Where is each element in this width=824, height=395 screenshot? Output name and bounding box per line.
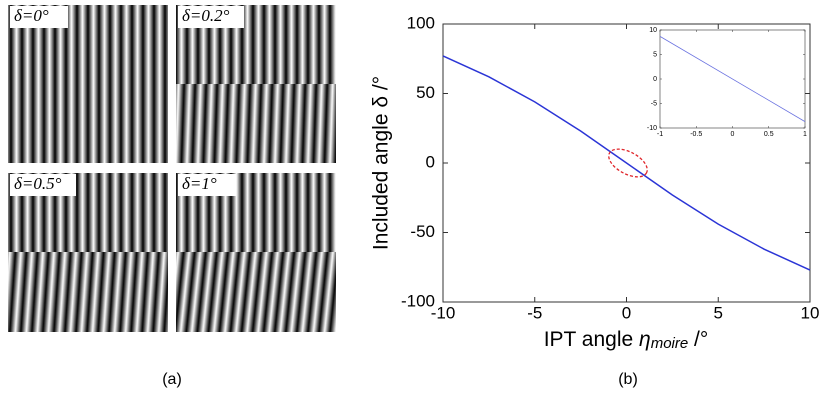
y-tick-label: 50: [416, 83, 435, 102]
y-tick-label: 5: [653, 51, 657, 58]
caption: (a): [162, 371, 182, 388]
caption: (b): [618, 371, 638, 388]
y-tick-label: 10: [649, 27, 657, 34]
x-tick-label: -5: [527, 303, 542, 322]
x-label-unit: /°: [688, 328, 708, 351]
y-axis-label: Included angle δ /°: [370, 76, 393, 250]
x-tick-label: 0: [731, 131, 735, 138]
fringe-image: [176, 84, 336, 163]
fringe-image: [176, 252, 336, 332]
y-tick-label: -50: [410, 222, 435, 241]
x-axis-label: IPT angle ηmoire /°: [544, 328, 709, 352]
x-tick-label: -1: [657, 131, 663, 138]
fringe-label: δ=0.5°: [14, 174, 62, 193]
x-tick-label: 0: [622, 303, 631, 322]
fringe-images: δ=0° δ=0.2° δ=0.5° δ=1°: [8, 5, 336, 332]
figure: δ=0° δ=0.2° δ=0.5° δ=1° (a) (b) Included…: [0, 0, 824, 395]
y-tick-label: -5: [651, 100, 657, 107]
y-tick-label: 0: [426, 152, 435, 171]
x-tick-label: 5: [714, 303, 723, 322]
y-tick-label: -100: [401, 291, 435, 310]
x-label-text: IPT angle: [544, 328, 639, 351]
y-tick-label: 100: [407, 13, 435, 32]
fringe-label: δ=0.2°: [182, 6, 230, 25]
fringe-image: [8, 252, 168, 332]
y-tick-label: 0: [653, 76, 657, 83]
fringe-label: δ=1°: [182, 174, 217, 193]
x-tick-label: -0.5: [690, 131, 702, 138]
x-label-symbol: η: [639, 328, 651, 351]
x-label-subscript: moire: [651, 335, 689, 352]
fringe-label: δ=0°: [14, 6, 49, 25]
x-tick-label: 0.5: [764, 131, 774, 138]
y-tick-label: -10: [647, 125, 657, 132]
x-tick-label: 10: [801, 303, 820, 322]
fringe-image: [8, 84, 168, 163]
x-tick-label: 1: [803, 131, 807, 138]
